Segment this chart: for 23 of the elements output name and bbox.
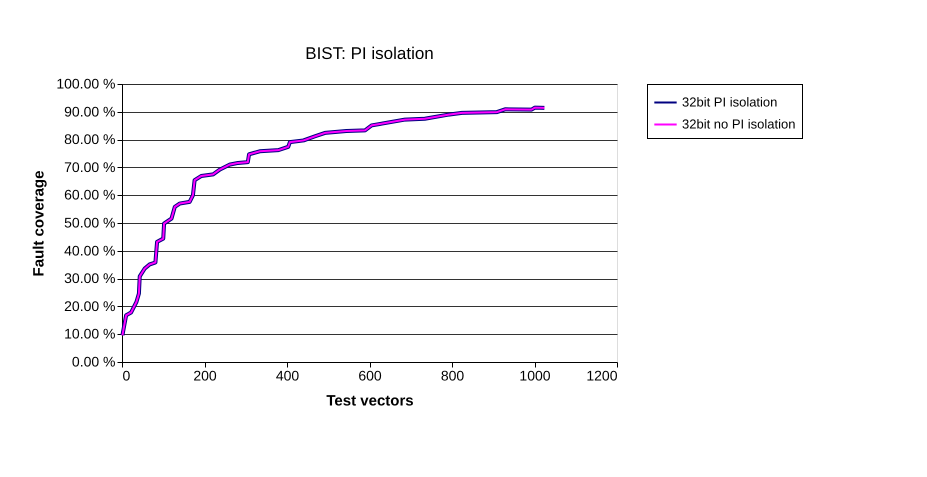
x-axis-title: Test vectors xyxy=(326,392,414,410)
legend-label: 32bit PI isolation xyxy=(682,94,778,110)
y-tick-label: 50.00 % xyxy=(64,214,116,230)
x-tick-label: 600 xyxy=(358,368,382,384)
x-tick-label: 0 xyxy=(122,368,130,384)
y-tick-label: 70.00 % xyxy=(64,158,116,175)
y-tick-label: 90.00 % xyxy=(64,103,116,120)
y-tick-label: 60.00 % xyxy=(64,186,116,203)
chart-title: BIST: PI isolation xyxy=(305,44,434,63)
y-axis-title: Fault coverage xyxy=(30,170,48,276)
y-tick-label: 30.00 % xyxy=(64,270,116,286)
y-tick-label: 100.00 % xyxy=(56,76,116,92)
x-tick-label: 800 xyxy=(440,368,464,384)
y-tick-label: 40.00 % xyxy=(64,242,116,258)
x-tick-label: 200 xyxy=(193,368,217,384)
y-tick-label: 0.00 % xyxy=(72,354,116,370)
legend-label: 32bit no PI isolation xyxy=(682,116,796,132)
y-tick-label: 10.00 % xyxy=(64,326,116,342)
x-tick-label: 400 xyxy=(276,368,300,384)
x-tick-label: 1000 xyxy=(519,368,551,384)
y-tick-label: 80.00 % xyxy=(64,131,116,148)
x-tick-label: 1200 xyxy=(586,368,618,384)
y-tick-label: 20.00 % xyxy=(64,298,116,314)
